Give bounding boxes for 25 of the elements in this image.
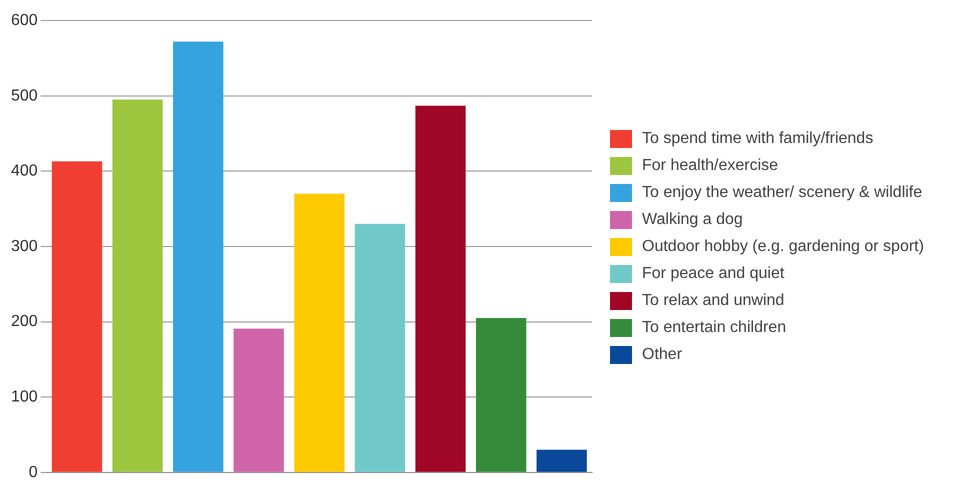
legend-label: Walking a dog [642,210,743,228]
y-tick-label: 400 [10,162,38,180]
bar [354,224,406,472]
y-tick-label: 600 [10,12,38,30]
bar [476,318,526,472]
y-tick-label: 200 [10,313,38,330]
y-tick-label: 300 [10,238,38,255]
y-tick-label: 100 [10,388,38,406]
y-tick-label: 500 [10,87,38,104]
legend-label: To spend time with family/friends [642,130,874,148]
legend-label: For peace and quiet [642,264,784,282]
legend-label: To entertain children [642,318,786,336]
bar [234,328,284,472]
bar [173,42,224,472]
bar [112,100,163,472]
legend-label: For health/exercise [642,156,778,174]
legend-label: Other [642,346,682,364]
bar [536,450,587,472]
bar [294,194,344,472]
y-tick-label: 0 [28,464,38,481]
bar [52,161,102,472]
legend-label: To relax and unwind [642,292,784,310]
bar [415,106,466,472]
legend-label: To enjoy the weather/ scenery & wildlife [642,184,922,202]
legend-label: Outdoor hobby (e.g. gardening or sport) [642,238,924,256]
